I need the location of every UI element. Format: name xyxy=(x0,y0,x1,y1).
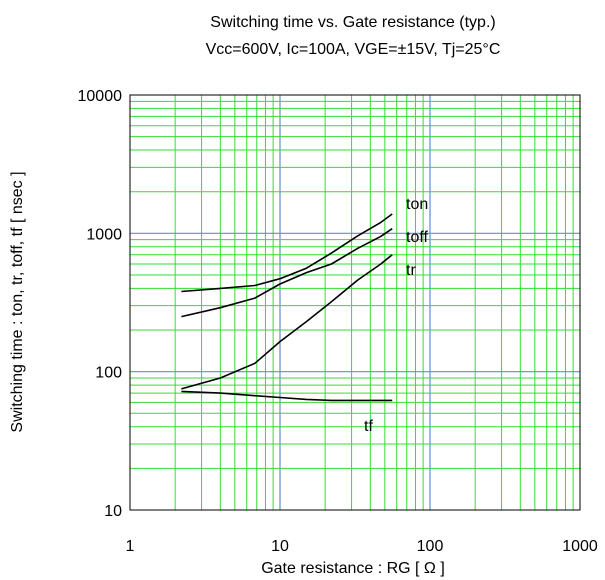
chart-title: Switching time vs. Gate resistance (typ.… xyxy=(210,14,495,31)
y-axis-label: Switching time : ton, tr, toff, tf [ nse… xyxy=(9,171,26,432)
curve-label-toff: toff xyxy=(406,229,429,246)
plot-frame xyxy=(129,94,581,511)
curve-label-ton: ton xyxy=(406,196,428,213)
curve-labels: ton toff tr tf xyxy=(364,196,429,435)
x-tick-label: 1000 xyxy=(562,538,598,555)
x-tick-label: 1 xyxy=(126,538,135,555)
curve-toff xyxy=(181,228,393,318)
curve-label-tf: tf xyxy=(364,418,373,435)
x-tick-labels: 1 10 100 1000 xyxy=(126,538,598,555)
curve-ton xyxy=(181,213,393,293)
curves xyxy=(181,213,393,402)
x-tick-label: 100 xyxy=(417,538,444,555)
y-tick-label: 10 xyxy=(104,503,122,520)
plot-grid xyxy=(130,95,580,510)
y-tick-label: 100 xyxy=(95,365,122,382)
y-tick-label: 10000 xyxy=(78,88,123,105)
curve-label-tr: tr xyxy=(406,262,416,279)
curve-tr xyxy=(181,254,393,390)
x-tick-label: 10 xyxy=(271,538,289,555)
y-tick-labels: 10 100 1000 10000 xyxy=(78,88,123,520)
curve-tf xyxy=(181,390,393,402)
x-axis-label: Gate resistance : RG [ Ω ] xyxy=(261,560,445,577)
y-tick-label: 1000 xyxy=(86,226,122,243)
chart-subtitle: Vcc=600V, Ic=100A, VGE=±15V, Tj=25°C xyxy=(206,41,501,58)
